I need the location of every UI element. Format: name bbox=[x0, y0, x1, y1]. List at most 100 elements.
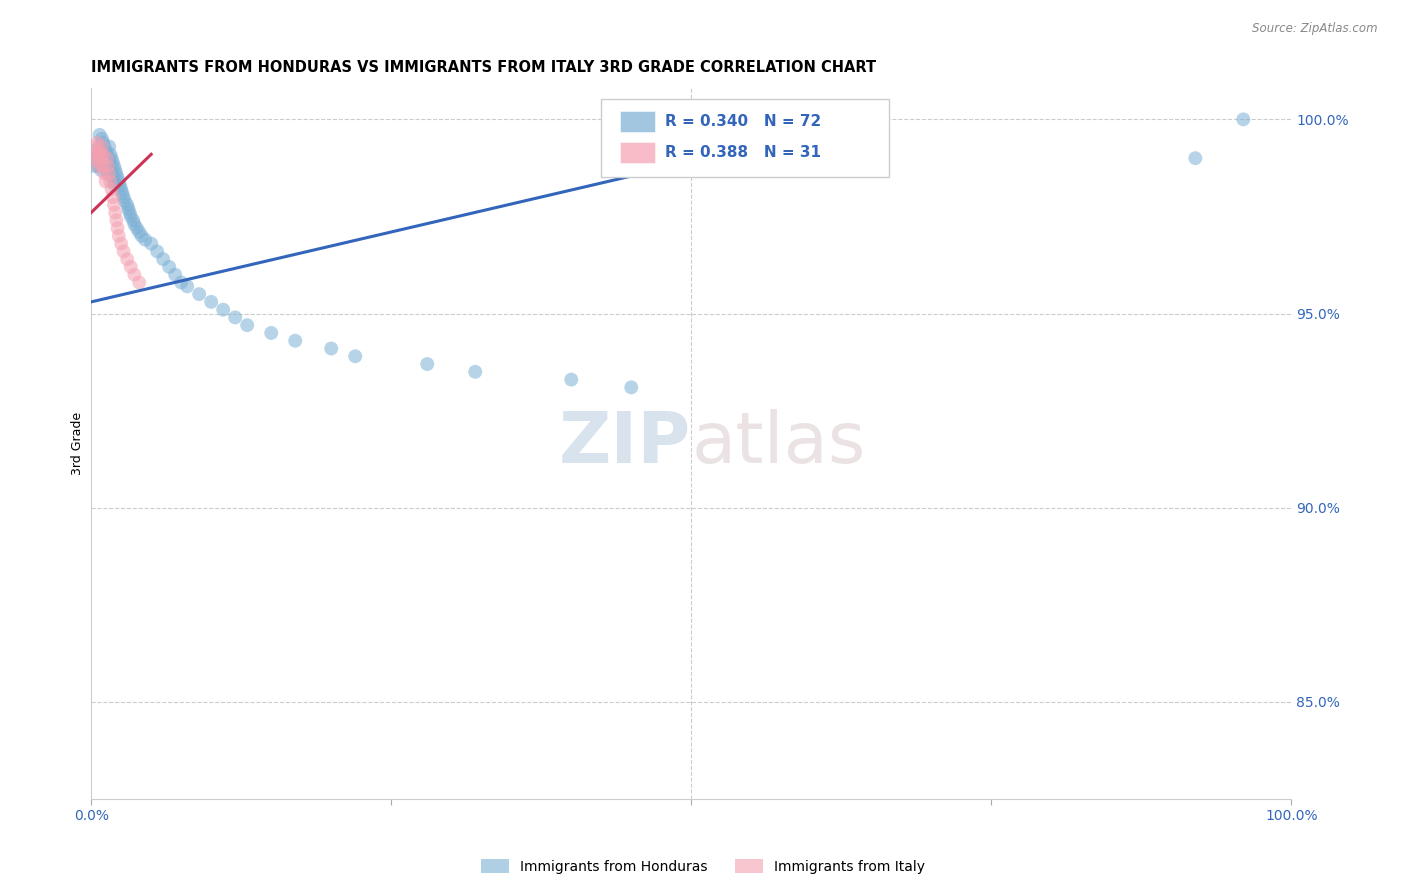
Point bbox=[87, 159, 110, 173]
Point bbox=[86, 136, 108, 150]
Point bbox=[120, 260, 142, 274]
Point bbox=[89, 147, 111, 161]
Point bbox=[114, 194, 136, 208]
Point bbox=[103, 174, 125, 188]
Point bbox=[157, 260, 180, 274]
Point bbox=[100, 147, 122, 161]
Point bbox=[93, 139, 115, 153]
Point bbox=[131, 228, 153, 243]
Point bbox=[107, 221, 129, 235]
Point bbox=[120, 210, 142, 224]
Point bbox=[112, 190, 135, 204]
Point bbox=[94, 159, 117, 173]
Point bbox=[122, 213, 145, 227]
Point bbox=[91, 132, 114, 146]
Point bbox=[105, 213, 128, 227]
Point bbox=[89, 128, 111, 142]
Text: Source: ZipAtlas.com: Source: ZipAtlas.com bbox=[1253, 22, 1378, 36]
Point bbox=[100, 167, 122, 181]
Point bbox=[344, 349, 367, 363]
Point bbox=[89, 159, 111, 173]
Point bbox=[125, 221, 148, 235]
Point bbox=[87, 155, 110, 169]
Point bbox=[100, 182, 122, 196]
Point bbox=[117, 202, 139, 216]
Text: ZIP: ZIP bbox=[560, 409, 692, 478]
Point bbox=[91, 144, 114, 158]
Point bbox=[260, 326, 283, 340]
Point bbox=[98, 167, 121, 181]
Point bbox=[83, 159, 105, 173]
Point bbox=[110, 182, 132, 196]
Point bbox=[84, 147, 107, 161]
Point bbox=[90, 151, 112, 165]
FancyBboxPatch shape bbox=[602, 99, 889, 178]
Point bbox=[1184, 151, 1206, 165]
Text: R = 0.388   N = 31: R = 0.388 N = 31 bbox=[665, 145, 821, 160]
Point bbox=[141, 236, 163, 251]
Point bbox=[107, 170, 129, 185]
Point bbox=[100, 162, 122, 177]
Point bbox=[224, 310, 246, 325]
Point bbox=[96, 151, 118, 165]
Point bbox=[560, 373, 582, 387]
Legend: Immigrants from Honduras, Immigrants from Italy: Immigrants from Honduras, Immigrants fro… bbox=[474, 852, 932, 880]
Point bbox=[91, 139, 114, 153]
Point bbox=[103, 198, 125, 212]
Point bbox=[101, 170, 124, 185]
Point bbox=[212, 302, 235, 317]
Point bbox=[98, 155, 121, 169]
Point bbox=[416, 357, 439, 371]
Point bbox=[83, 139, 105, 153]
FancyBboxPatch shape bbox=[620, 112, 655, 132]
Point bbox=[90, 151, 112, 165]
Point bbox=[128, 225, 150, 239]
Point bbox=[94, 144, 117, 158]
Point bbox=[100, 151, 122, 165]
Point bbox=[188, 287, 211, 301]
Point bbox=[105, 167, 128, 181]
Point bbox=[146, 244, 169, 259]
Point bbox=[115, 252, 138, 267]
Point bbox=[96, 147, 118, 161]
Text: IMMIGRANTS FROM HONDURAS VS IMMIGRANTS FROM ITALY 3RD GRADE CORRELATION CHART: IMMIGRANTS FROM HONDURAS VS IMMIGRANTS F… bbox=[91, 60, 876, 75]
Point bbox=[118, 205, 141, 219]
Point bbox=[91, 147, 114, 161]
Point bbox=[620, 380, 643, 394]
Point bbox=[93, 155, 115, 169]
Text: R = 0.340   N = 72: R = 0.340 N = 72 bbox=[665, 114, 821, 129]
Point bbox=[90, 162, 112, 177]
Point bbox=[97, 159, 120, 173]
Point bbox=[165, 268, 187, 282]
Point bbox=[124, 217, 146, 231]
Point bbox=[128, 276, 150, 290]
Point bbox=[110, 236, 132, 251]
Point bbox=[86, 151, 108, 165]
Point bbox=[200, 294, 222, 309]
Point bbox=[101, 155, 124, 169]
Point bbox=[112, 244, 135, 259]
Point bbox=[100, 174, 122, 188]
Point bbox=[89, 139, 111, 153]
Point bbox=[83, 151, 105, 165]
Point bbox=[321, 342, 343, 356]
Point bbox=[91, 159, 114, 173]
Point bbox=[134, 233, 156, 247]
Y-axis label: 3rd Grade: 3rd Grade bbox=[72, 412, 84, 475]
Point bbox=[96, 162, 118, 177]
Point bbox=[236, 318, 259, 333]
FancyBboxPatch shape bbox=[620, 142, 655, 162]
Point bbox=[107, 174, 129, 188]
Point bbox=[103, 159, 125, 173]
Point bbox=[108, 178, 131, 193]
Point bbox=[1232, 112, 1254, 127]
Point bbox=[104, 178, 127, 193]
Point bbox=[98, 139, 121, 153]
Point bbox=[152, 252, 174, 267]
Point bbox=[170, 276, 193, 290]
Point bbox=[91, 151, 114, 165]
Point bbox=[84, 144, 107, 158]
Point bbox=[115, 198, 138, 212]
Point bbox=[97, 167, 120, 181]
Point bbox=[101, 190, 124, 204]
